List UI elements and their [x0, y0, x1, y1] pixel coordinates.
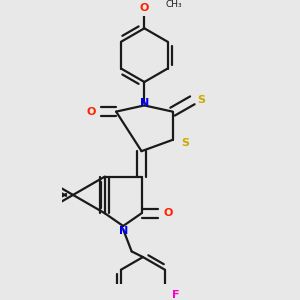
Text: CH₃: CH₃	[166, 0, 182, 9]
Text: O: O	[164, 208, 173, 218]
Text: S: S	[181, 138, 189, 148]
Text: O: O	[86, 106, 95, 117]
Text: S: S	[197, 95, 206, 105]
Text: N: N	[118, 226, 128, 236]
Text: O: O	[140, 3, 149, 13]
Text: N: N	[140, 98, 149, 108]
Text: F: F	[172, 290, 179, 300]
